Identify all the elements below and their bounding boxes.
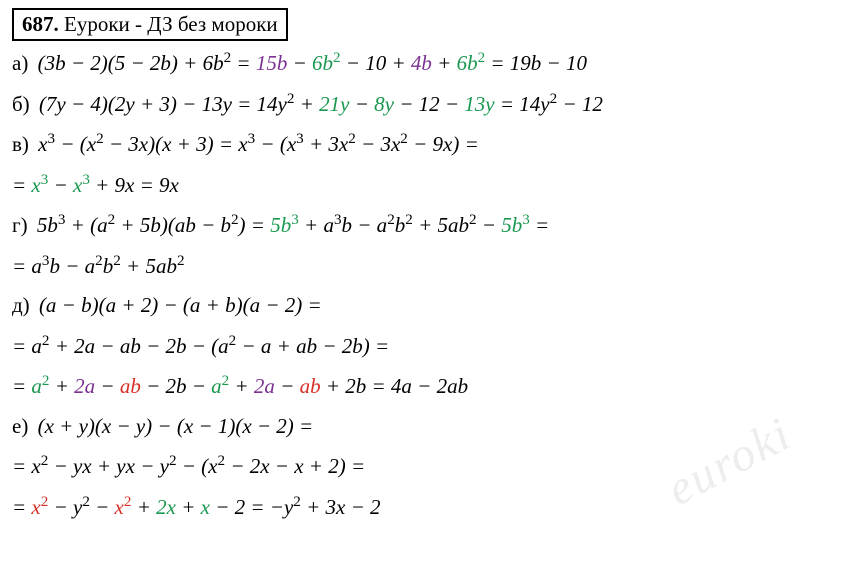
- line-f2: = x2 − yx + yx − y2 − (x2 − 2x − x + 2) …: [12, 450, 834, 483]
- label-d: г): [12, 213, 28, 237]
- expr-e2: = a2 + 2a − ab − 2b − (a2 − a + ab − 2b)…: [12, 334, 389, 358]
- line-c1: в) x3 − (x2 − 3x)(x + 3) = x3 − (x3 + 3x…: [12, 128, 834, 161]
- line-e2: = a2 + 2a − ab − 2b − (a2 − a + ab − 2b)…: [12, 330, 834, 363]
- line-f3: = x2 − y2 − x2 + 2x + x − 2 = −y2 + 3x −…: [12, 491, 834, 524]
- label-a: а): [12, 51, 28, 75]
- label-e: д): [12, 293, 30, 317]
- line-d1: г) 5b3 + (a2 + 5b)(ab − b2) = 5b3 + a3b …: [12, 209, 834, 242]
- label-c: в): [12, 132, 29, 156]
- expr-e1: (a − b)(a + 2) − (a + b)(a − 2) =: [39, 293, 322, 317]
- line-e1: д) (a − b)(a + 2) − (a + b)(a − 2) =: [12, 290, 834, 322]
- line-e3: = a2 + 2a − ab − 2b − a2 + 2a − ab + 2b …: [12, 370, 834, 403]
- label-b: б): [12, 92, 30, 116]
- line-a: а) (3b − 2)(5 − 2b) + 6b2 = 15b − 6b2 − …: [12, 47, 834, 80]
- expr-e3: = a2 + 2a − ab − 2b − a2 + 2a − ab + 2b …: [12, 374, 468, 398]
- expr-b-lhs: (7y − 4)(2y + 3) − 13y = 14y: [39, 92, 287, 116]
- expr-a-mid: = 15b − 6b2 − 10 + 4b + 6b2 = 19b − 10: [231, 51, 587, 75]
- line-c2: = x3 − x3 + 9x = 9x: [12, 169, 834, 202]
- line-b: б) (7y − 4)(2y + 3) − 13y = 14y2 + 21y −…: [12, 88, 834, 121]
- expr-f3: = x2 − y2 − x2 + 2x + x − 2 = −y2 + 3x −…: [12, 495, 381, 519]
- expr-f2: = x2 − yx + yx − y2 − (x2 − 2x − x + 2) …: [12, 454, 365, 478]
- problem-number: 687.: [22, 12, 59, 36]
- expr-a-lhs: (3b − 2)(5 − 2b) + 6b: [38, 51, 224, 75]
- line-f1: е) (x + y)(x − y) − (x − 1)(x − 2) =: [12, 411, 834, 443]
- expr-d1-mid: 5b3 + a3b − a2b2 + 5ab2 − 5b3 =: [270, 213, 549, 237]
- header-text: Еуроки - ДЗ без мороки: [64, 12, 278, 36]
- header-box: 687. Еуроки - ДЗ без мороки: [12, 8, 288, 41]
- expr-f1: (x + y)(x − y) − (x − 1)(x − 2) =: [38, 414, 314, 438]
- expr-b-mid: + 21y − 8y − 12 − 13y = 14y2 − 12: [294, 92, 602, 116]
- label-f: е): [12, 414, 28, 438]
- line-d2: = a3b − a2b2 + 5ab2: [12, 250, 834, 283]
- expr-d2: = a3b − a2b2 + 5ab2: [12, 254, 185, 278]
- expr-d1-lhs: 5b3 + (a2 + 5b)(ab − b2) =: [37, 213, 270, 237]
- expr-c2: = x3 − x3 + 9x = 9x: [12, 173, 179, 197]
- expr-c1: x3 − (x2 − 3x)(x + 3) = x3 − (x3 + 3x2 −…: [38, 132, 479, 156]
